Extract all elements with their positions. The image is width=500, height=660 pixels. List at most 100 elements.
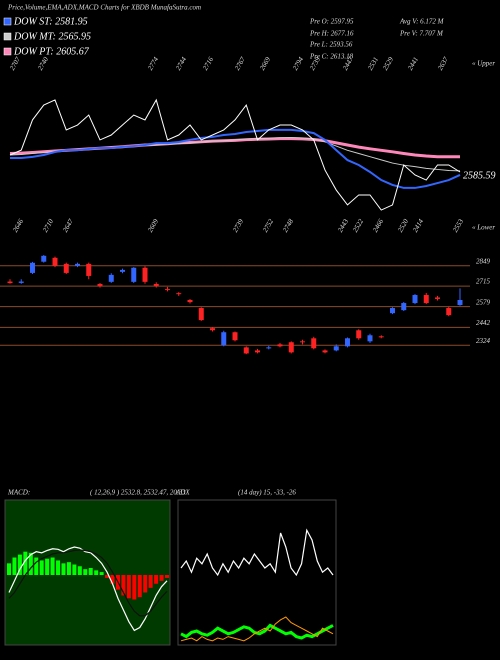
series-line — [8, 549, 168, 617]
candle-body — [356, 330, 362, 339]
lower-label: 2646 — [11, 217, 25, 234]
candle-body — [97, 283, 103, 286]
histogram-bar — [72, 564, 77, 575]
histogram-bar — [159, 575, 164, 581]
histogram-bar — [105, 575, 110, 578]
upper-label: 2716 — [201, 55, 215, 72]
candle-body — [423, 295, 429, 304]
candle-body — [333, 346, 339, 351]
candle-body — [288, 342, 294, 353]
stat: Pre O: 2597.95 — [309, 18, 354, 26]
y-tick-label: 2442 — [476, 319, 491, 327]
candle-body — [378, 336, 384, 338]
candle-body — [7, 281, 13, 284]
histogram-bar — [12, 557, 17, 575]
candle-body — [232, 332, 238, 341]
upper-label: 2669 — [258, 55, 272, 72]
histogram-bar — [17, 554, 22, 575]
histogram-bar — [66, 562, 71, 575]
panel — [177, 499, 337, 646]
histogram-bar — [28, 552, 33, 575]
histogram-bar — [148, 575, 153, 588]
candle-body — [198, 308, 204, 321]
histogram-bar — [154, 575, 159, 584]
upper-label: 2767 — [233, 55, 247, 72]
y-tick-label: 2324 — [476, 337, 491, 345]
upper-label: 2529 — [381, 55, 395, 72]
lower-label: 2520 — [396, 217, 410, 234]
candle-body — [142, 267, 148, 282]
lower-tag: « Lower — [472, 224, 495, 232]
candle-body — [255, 350, 260, 353]
series-line — [8, 546, 168, 632]
stat: Pre H: 2677.16 — [309, 30, 354, 38]
histogram-bar — [137, 575, 142, 598]
upper-label: 2744 — [174, 55, 188, 72]
candle-body — [176, 293, 182, 295]
stat: Pre L: 2593.56 — [309, 41, 353, 49]
histogram-bar — [23, 551, 28, 575]
histogram-bar — [110, 575, 115, 584]
histogram-bar — [99, 572, 104, 575]
candle-body — [266, 347, 272, 349]
histogram-bar — [56, 560, 61, 575]
candle-body — [345, 338, 350, 347]
histogram-bar — [34, 557, 39, 575]
stat: Avg V: 6.172 M — [399, 18, 445, 26]
histogram-bar — [45, 558, 50, 575]
histogram-bar — [132, 575, 137, 600]
histogram-bar — [121, 575, 126, 596]
panel-label: MACD: — [7, 489, 30, 497]
upper-tag: « Upper — [472, 60, 495, 68]
histogram-bar — [7, 563, 11, 575]
histogram-bar — [143, 575, 148, 593]
legend-label: DOW PT: 2605.67 — [13, 46, 90, 57]
candle-body — [322, 350, 328, 353]
legend-swatch — [3, 17, 12, 26]
candle-body — [457, 300, 463, 305]
candle-body — [311, 338, 317, 349]
histogram-bar — [61, 563, 66, 575]
last-value: 2585.59 — [463, 170, 496, 181]
lower-label: 2443 — [336, 217, 350, 234]
lower-label: 2647 — [61, 217, 75, 234]
lower-label: 2739 — [231, 217, 245, 234]
candle-body — [300, 341, 305, 343]
upper-label: 2637 — [436, 55, 450, 72]
legend-swatch — [3, 47, 12, 56]
candle-body — [75, 263, 80, 266]
lower-label: 2414 — [411, 217, 425, 234]
histogram-bar — [88, 568, 93, 575]
candle-body — [30, 262, 35, 273]
stat: Pre C: 2613.18 — [309, 53, 354, 61]
candle-body — [41, 255, 47, 262]
panel-params: ( 12,26,9 ) 2532.8, 2532.47, 20.33 — [90, 489, 186, 497]
series-line — [180, 528, 334, 577]
lower-label: 2710 — [41, 217, 55, 234]
stat: Pre V: 7.707 M — [399, 30, 444, 38]
series-line — [9, 98, 461, 211]
legend-label: DOW MT: 2565.95 — [13, 31, 91, 42]
legend-swatch — [3, 32, 12, 41]
series-line — [10, 128, 461, 189]
upper-label: 2774 — [146, 55, 160, 72]
candle-body — [221, 332, 227, 346]
upper-label: 2707 — [8, 55, 22, 72]
chart-title: Price,Volume,EMA,ADX,MACD Charts for XBD… — [7, 4, 201, 12]
histogram-bar — [83, 569, 88, 575]
candle-body — [412, 295, 418, 304]
lower-label: 2553 — [451, 217, 465, 234]
candle-body — [446, 308, 452, 316]
candle-body — [131, 267, 137, 282]
histogram-bar — [77, 566, 82, 575]
lower-label: 2748 — [281, 217, 295, 234]
y-tick-label: 2579 — [476, 298, 491, 306]
histogram-bar — [50, 557, 55, 575]
series-line — [180, 623, 334, 640]
candle-body — [52, 257, 58, 266]
histogram-bar — [94, 570, 99, 575]
series-line — [180, 616, 334, 642]
upper-label: 2441 — [406, 56, 420, 72]
